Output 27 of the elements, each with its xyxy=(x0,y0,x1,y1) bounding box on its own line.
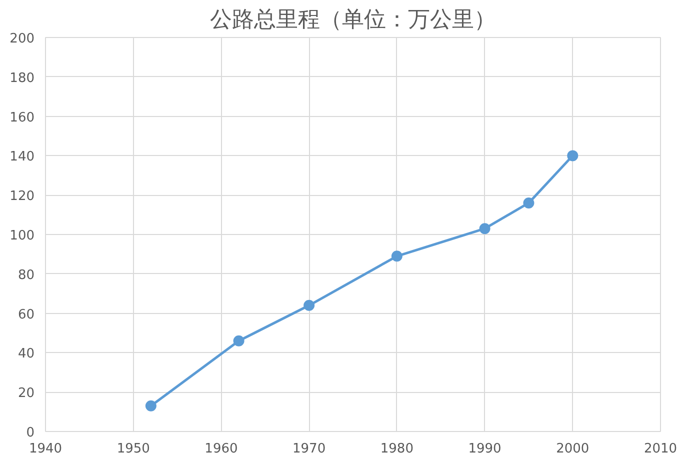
x-tick-label: 2000 xyxy=(556,442,590,455)
point xyxy=(145,400,156,412)
x-tick-label: 1980 xyxy=(380,442,414,455)
y-tick-label: 20 xyxy=(18,386,35,402)
x-tick-label: 2010 xyxy=(644,442,678,455)
point xyxy=(233,335,244,346)
y-tick-label: 40 xyxy=(18,346,35,362)
x-tick-label: 1950 xyxy=(116,442,150,455)
y-tick-label: 180 xyxy=(10,70,35,86)
point xyxy=(304,300,315,311)
y-tick-label: 200 xyxy=(10,32,35,46)
x-tick-label: 1960 xyxy=(204,442,238,455)
y-tick-label: 80 xyxy=(18,268,35,283)
point xyxy=(567,150,578,162)
y-tick-label: 0 xyxy=(26,426,35,440)
chart-title: 公路总里程（单位：万公里） xyxy=(210,8,496,32)
point xyxy=(523,197,534,208)
point xyxy=(479,223,490,234)
y-tick-label: 140 xyxy=(10,150,35,165)
y-tick-label: 100 xyxy=(10,228,35,244)
x-tick-label: 1990 xyxy=(468,442,502,455)
point xyxy=(391,250,402,262)
x-tick-label: 1940 xyxy=(28,442,62,455)
y-tick-label: 60 xyxy=(18,307,35,322)
y-tick-label: 120 xyxy=(10,189,35,204)
y-tick-label: 160 xyxy=(10,110,35,126)
x-tick-label: 1970 xyxy=(292,442,326,455)
